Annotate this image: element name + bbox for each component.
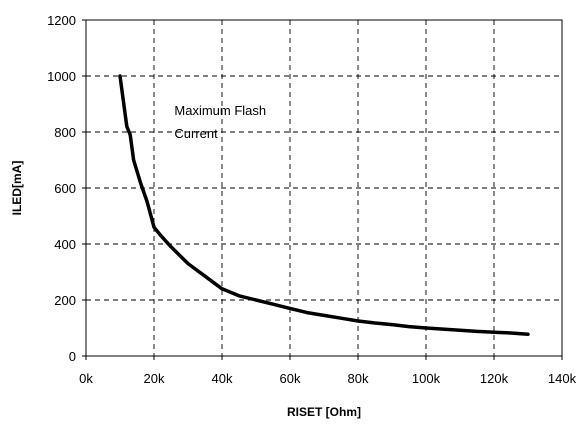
x-tick-label: 80k: [348, 371, 369, 386]
y-axis-ticks: 0 200 400 600 800 1000 1200: [47, 13, 86, 364]
x-tick-label: 60k: [280, 371, 301, 386]
y-tick-label: 1000: [47, 69, 76, 84]
y-axis-title: ILED[mA]: [10, 161, 24, 216]
x-tick-label: 120k: [480, 371, 509, 386]
x-tick-label: 20k: [144, 371, 165, 386]
series-line: [118, 74, 530, 336]
y-tick-label: 1200: [47, 13, 76, 28]
x-axis-ticks: 0k 20k 40k 60k 80k 100k 120k 140k: [79, 356, 577, 386]
y-tick-label: 400: [54, 237, 76, 252]
annotation-line-1: Maximum Flash: [174, 103, 266, 118]
x-tick-label: 0k: [79, 371, 93, 386]
y-tick-label: 200: [54, 293, 76, 308]
gridlines: [86, 20, 562, 356]
y-tick-label: 800: [54, 125, 76, 140]
y-tick-label: 600: [54, 181, 76, 196]
x-axis-title: RISET [Ohm]: [287, 405, 361, 419]
x-tick-label: 140k: [548, 371, 577, 386]
y-tick-label: 0: [69, 349, 76, 364]
x-tick-label: 100k: [412, 371, 441, 386]
x-tick-label: 40k: [212, 371, 233, 386]
annotation-line-2: Current: [174, 126, 218, 141]
